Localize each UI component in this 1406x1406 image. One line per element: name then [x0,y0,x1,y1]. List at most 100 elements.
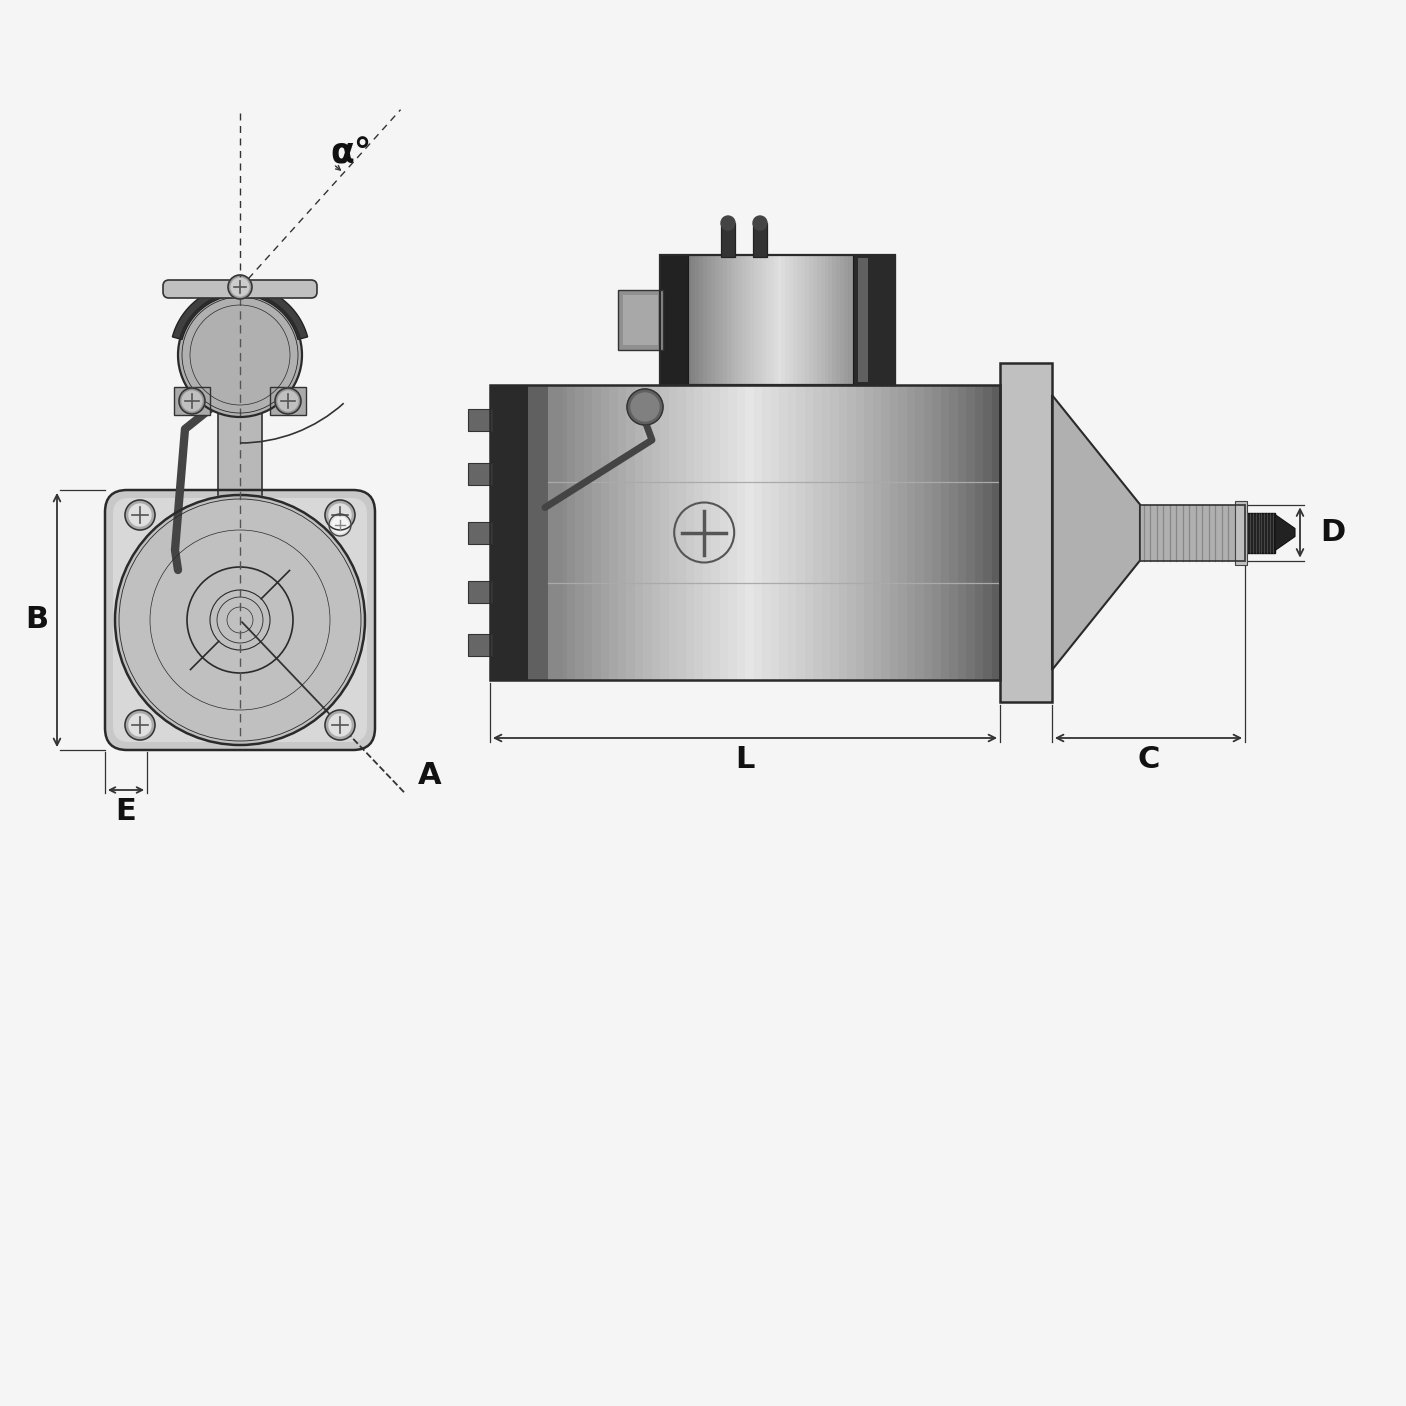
Bar [762,385,772,681]
Circle shape [226,607,253,633]
Bar [844,254,849,385]
Bar [707,254,711,385]
Bar [782,254,786,385]
Bar [873,385,882,681]
Bar [770,385,780,681]
Circle shape [228,276,252,299]
Text: E: E [115,797,136,827]
FancyBboxPatch shape [105,491,375,749]
Circle shape [231,612,249,628]
Bar [853,254,896,385]
Bar [567,385,576,681]
Bar [695,254,700,385]
Bar [626,385,636,681]
FancyBboxPatch shape [112,498,367,742]
Text: D: D [1320,517,1346,547]
Bar [887,254,891,385]
Bar [754,254,759,385]
Bar [872,254,876,385]
Bar [813,254,818,385]
Bar [787,385,797,681]
Bar [789,254,794,385]
Bar [832,254,837,385]
Bar [270,387,307,415]
Bar [218,412,262,501]
Circle shape [325,501,354,530]
Bar [592,385,602,681]
Circle shape [332,517,349,533]
Circle shape [181,297,298,413]
Circle shape [627,389,664,425]
Bar [804,254,810,385]
Bar [891,254,896,385]
Bar [721,224,735,257]
Bar [915,385,925,681]
Bar [659,385,669,681]
Circle shape [187,567,292,673]
Bar [957,385,967,681]
Bar [683,254,689,385]
Bar [808,254,814,385]
Circle shape [222,337,257,373]
Circle shape [125,505,354,735]
Circle shape [238,617,243,623]
Polygon shape [173,285,308,339]
Circle shape [721,217,735,231]
Bar [728,385,738,681]
Bar [668,385,678,681]
Bar [856,254,860,385]
Circle shape [278,391,298,411]
Bar [659,254,688,385]
Bar [659,254,896,385]
Bar [848,254,853,385]
Bar [734,254,740,385]
Circle shape [115,495,366,745]
Bar [830,385,839,681]
Bar [758,254,763,385]
Bar [1000,363,1052,702]
Bar [745,385,755,681]
Bar [468,581,492,603]
Bar [1140,505,1244,561]
Bar [558,385,568,681]
Circle shape [224,603,257,637]
Bar [966,385,976,681]
Bar [793,254,799,385]
Circle shape [217,598,263,643]
Circle shape [754,217,768,231]
Circle shape [179,388,205,413]
Bar [804,385,814,681]
Bar [703,385,711,681]
Polygon shape [1275,515,1295,551]
Circle shape [329,515,352,536]
Bar [679,254,685,385]
Bar [747,254,751,385]
Bar [898,385,907,681]
Bar [786,254,790,385]
Bar [468,634,492,655]
Bar [643,385,652,681]
Bar [529,385,548,681]
Bar [548,385,562,681]
Bar [865,385,873,681]
Bar [678,385,686,681]
Text: L: L [735,745,755,775]
Bar [718,254,724,385]
FancyBboxPatch shape [163,280,316,298]
Bar [609,385,619,681]
Bar [949,385,959,681]
Bar [468,522,492,544]
Bar [711,254,716,385]
Bar [550,385,560,681]
Circle shape [631,394,659,420]
Bar [723,254,727,385]
Bar [524,385,533,681]
Circle shape [129,503,150,526]
Text: B: B [25,606,49,634]
Bar [817,254,821,385]
Bar [974,385,984,681]
Text: C: C [1137,745,1160,775]
Bar [499,385,508,681]
Bar [754,385,763,681]
Bar [617,385,627,681]
